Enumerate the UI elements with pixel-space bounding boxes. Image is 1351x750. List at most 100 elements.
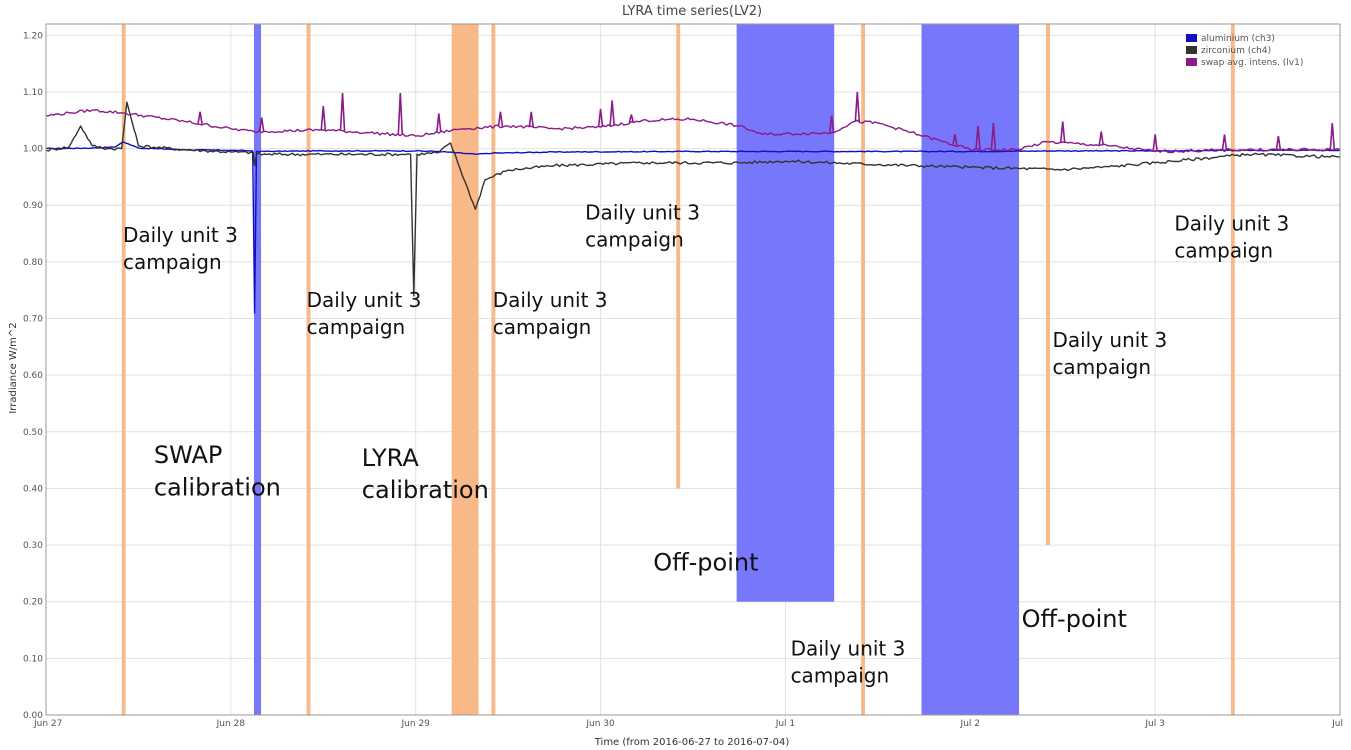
series-spike bbox=[497, 111, 504, 127]
x-tick-label: Jul 3 bbox=[1144, 719, 1164, 729]
annotation-line: campaign bbox=[493, 315, 592, 339]
series-spike bbox=[952, 134, 958, 146]
x-axis-label: Time (from 2016-06-27 to 2016-07-04) bbox=[594, 737, 790, 748]
x-tick-label: Jun 29 bbox=[401, 719, 431, 729]
legend-label: aluminium (ch3) bbox=[1201, 34, 1275, 44]
data-series bbox=[45, 91, 1341, 314]
legend: aluminium (ch3) zirconium (ch4) swap avg. … bbox=[1186, 34, 1303, 68]
series-line bbox=[45, 101, 1341, 297]
series-spike bbox=[609, 100, 615, 126]
annotation-label: Off-point bbox=[653, 549, 758, 577]
x-tick-label: Jun 27 bbox=[33, 719, 62, 729]
event-band bbox=[306, 24, 311, 715]
legend-label: swap avg. intens. (lv1) bbox=[1201, 58, 1303, 68]
annotation-line: LYRA bbox=[362, 444, 420, 472]
y-tick-label: 0.80 bbox=[23, 258, 43, 268]
event-band bbox=[736, 24, 835, 602]
annotation-label: Daily unit 3 campaign bbox=[585, 200, 700, 251]
annotation-line: Daily unit 3 bbox=[1174, 212, 1289, 236]
chart-title: LYRA time series(LV2) bbox=[622, 4, 762, 19]
y-tick-label: 0.70 bbox=[23, 315, 43, 325]
x-tick-label: Jul 2 bbox=[960, 719, 980, 729]
series-spike bbox=[1059, 121, 1066, 143]
event-bands bbox=[121, 24, 1235, 715]
annotation-line: Daily unit 3 bbox=[1052, 328, 1167, 352]
annotation-line: calibration bbox=[362, 476, 489, 504]
series-spike bbox=[975, 125, 981, 150]
series-spike bbox=[397, 93, 404, 136]
y-tick-label: 0.90 bbox=[23, 201, 43, 211]
annotation-label: LYRA calibration bbox=[362, 444, 489, 504]
legend-swatch bbox=[1186, 34, 1197, 42]
y-tick-label: 1.20 bbox=[23, 31, 43, 41]
event-band bbox=[1230, 24, 1235, 715]
x-tick-label: Jun 30 bbox=[585, 719, 615, 729]
x-axis-ticks: Jun 27 Jun 28 Jun 29 Jun 30 Jul 1 Jul 2 Jul 3 J… bbox=[33, 719, 1343, 729]
series-spike bbox=[628, 114, 635, 123]
series-spike bbox=[197, 111, 203, 125]
y-tick-label: 0.50 bbox=[23, 428, 43, 438]
series-spike bbox=[1329, 123, 1336, 150]
y-axis-label: Irradiance W/m^2 bbox=[8, 322, 19, 413]
annotation-line: Daily unit 3 bbox=[791, 637, 906, 661]
annotation-line: campaign bbox=[307, 315, 406, 339]
y-tick-label: 0.20 bbox=[23, 598, 43, 608]
annotation-line: campaign bbox=[1052, 355, 1151, 379]
annotation-line: Daily unit 3 bbox=[585, 200, 700, 224]
series-line bbox=[46, 108, 1341, 154]
y-axis-ticks: 0.00 0.10 0.20 0.30 0.40 0.50 0.60 0.70 0.80 0.90… bbox=[23, 31, 43, 721]
event-band bbox=[921, 24, 1020, 715]
series-spike bbox=[990, 123, 997, 150]
series-spike bbox=[339, 93, 346, 132]
legend-label: zirconium (ch4) bbox=[1201, 46, 1271, 56]
y-tick-label: 1.00 bbox=[23, 145, 43, 155]
annotation-line: campaign bbox=[1174, 239, 1273, 263]
annotation-line: campaign bbox=[123, 250, 222, 274]
annotations: Daily unit 3 campaign Daily unit 3 campaign… bbox=[123, 200, 1289, 687]
annotation-line: calibration bbox=[154, 473, 281, 501]
annotation-label: SWAP calibration bbox=[154, 441, 281, 501]
series-spike bbox=[528, 111, 535, 128]
annotation-line: Daily unit 3 bbox=[307, 288, 422, 312]
annotation-line: campaign bbox=[791, 664, 890, 688]
annotation-label: Daily unit 3 campaign bbox=[493, 288, 608, 339]
annotation-line: Daily unit 3 bbox=[123, 223, 238, 247]
legend-swatch bbox=[1186, 58, 1197, 66]
annotation-label: Daily unit 3 campaign bbox=[1052, 328, 1167, 379]
series-line bbox=[45, 141, 1341, 314]
x-tick-label: Jul bbox=[1331, 719, 1343, 729]
series-spike bbox=[258, 117, 265, 132]
series-spike bbox=[1098, 131, 1105, 146]
event-band bbox=[451, 24, 479, 715]
y-tick-label: 1.10 bbox=[23, 88, 43, 98]
annotation-line: Off-point bbox=[1022, 605, 1127, 633]
series-spike bbox=[320, 106, 327, 130]
annotation-label: Daily unit 3 campaign bbox=[123, 223, 238, 274]
y-tick-label: 0.10 bbox=[23, 654, 43, 664]
event-band bbox=[861, 24, 866, 715]
x-tick-label: Jun 28 bbox=[216, 719, 246, 729]
y-tick-label: 0.60 bbox=[23, 371, 43, 381]
event-band bbox=[676, 24, 681, 489]
annotation-label: Daily unit 3 campaign bbox=[1174, 212, 1289, 263]
series-spike bbox=[597, 108, 604, 128]
series-spike bbox=[436, 113, 442, 133]
event-band bbox=[121, 24, 126, 715]
annotation-line: Off-point bbox=[653, 549, 758, 577]
event-band bbox=[491, 24, 496, 715]
annotation-label: Daily unit 3 campaign bbox=[791, 637, 906, 688]
event-band bbox=[253, 24, 262, 715]
y-tick-label: 0.40 bbox=[23, 484, 43, 494]
plot-area-frame bbox=[45, 23, 1341, 716]
x-tick-label: Jul 1 bbox=[775, 719, 795, 729]
annotation-line: campaign bbox=[585, 227, 684, 251]
y-tick-label: 0.30 bbox=[23, 541, 43, 551]
series-spike bbox=[1221, 134, 1228, 151]
event-band bbox=[1046, 24, 1050, 546]
annotation-label: Daily unit 3 campaign bbox=[307, 288, 422, 339]
legend-swatch bbox=[1186, 46, 1197, 54]
series-spike bbox=[854, 91, 861, 122]
series-spike bbox=[1275, 136, 1282, 150]
y-tick-label: 0.00 bbox=[23, 711, 43, 721]
